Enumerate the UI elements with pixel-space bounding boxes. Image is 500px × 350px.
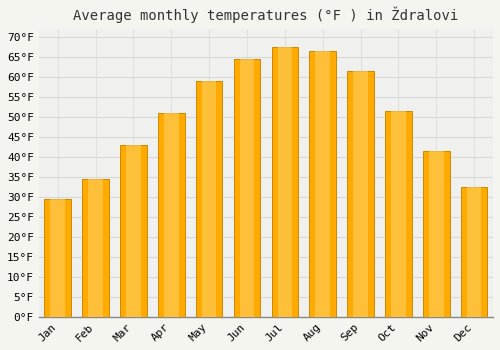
Bar xyxy=(385,111,411,317)
Bar xyxy=(158,113,184,317)
Bar xyxy=(461,187,487,317)
Bar xyxy=(423,151,450,317)
Bar xyxy=(391,111,406,317)
Bar xyxy=(316,51,330,317)
Bar xyxy=(88,179,103,317)
Bar xyxy=(272,47,298,317)
Bar xyxy=(50,199,65,317)
Bar xyxy=(354,71,368,317)
Bar xyxy=(196,81,222,317)
Title: Average monthly temperatures (°F ) in Ždralovi: Average monthly temperatures (°F ) in Žd… xyxy=(74,7,458,23)
Bar xyxy=(126,145,140,317)
Bar xyxy=(202,81,216,317)
Bar xyxy=(278,47,292,317)
Bar xyxy=(348,71,374,317)
Bar xyxy=(240,59,254,317)
Bar xyxy=(467,187,481,317)
Bar xyxy=(429,151,444,317)
Bar xyxy=(234,59,260,317)
Bar xyxy=(44,199,71,317)
Bar xyxy=(164,113,178,317)
Bar xyxy=(310,51,336,317)
Bar xyxy=(82,179,109,317)
Bar xyxy=(120,145,146,317)
